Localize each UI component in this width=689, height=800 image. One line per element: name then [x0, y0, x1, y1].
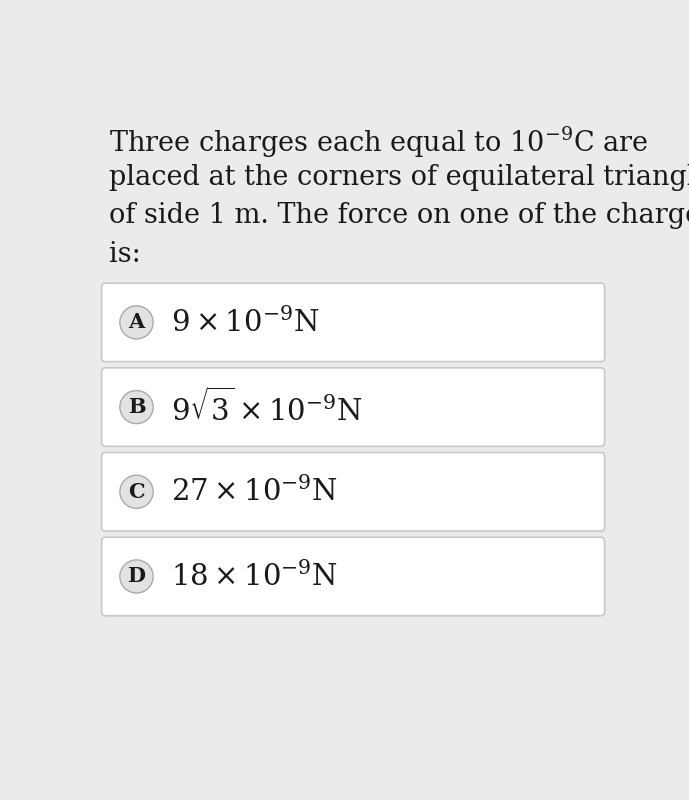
Text: placed at the corners of equilateral triangle: placed at the corners of equilateral tri…: [110, 164, 689, 190]
FancyBboxPatch shape: [101, 283, 605, 362]
Circle shape: [120, 390, 153, 424]
Text: D: D: [127, 566, 145, 586]
Text: Three charges each equal to $10^{-9}$C are: Three charges each equal to $10^{-9}$C a…: [110, 126, 649, 161]
FancyBboxPatch shape: [101, 538, 605, 616]
Circle shape: [120, 475, 153, 508]
Text: $18 \times 10^{-9}$N: $18 \times 10^{-9}$N: [172, 561, 338, 592]
Circle shape: [120, 560, 153, 593]
FancyBboxPatch shape: [101, 453, 605, 531]
Text: $9\sqrt{3} \times 10^{-9}$N: $9\sqrt{3} \times 10^{-9}$N: [172, 388, 363, 426]
Text: B: B: [127, 397, 145, 417]
Text: of side 1 m. The force on one of the charges: of side 1 m. The force on one of the cha…: [110, 202, 689, 230]
Text: $9 \times 10^{-9}$N: $9 \times 10^{-9}$N: [172, 307, 320, 338]
Text: C: C: [128, 482, 145, 502]
Circle shape: [120, 306, 153, 339]
FancyBboxPatch shape: [101, 368, 605, 446]
Text: A: A: [128, 312, 145, 332]
Text: $27 \times 10^{-9}$N: $27 \times 10^{-9}$N: [172, 477, 338, 507]
Text: is:: is:: [110, 241, 141, 268]
